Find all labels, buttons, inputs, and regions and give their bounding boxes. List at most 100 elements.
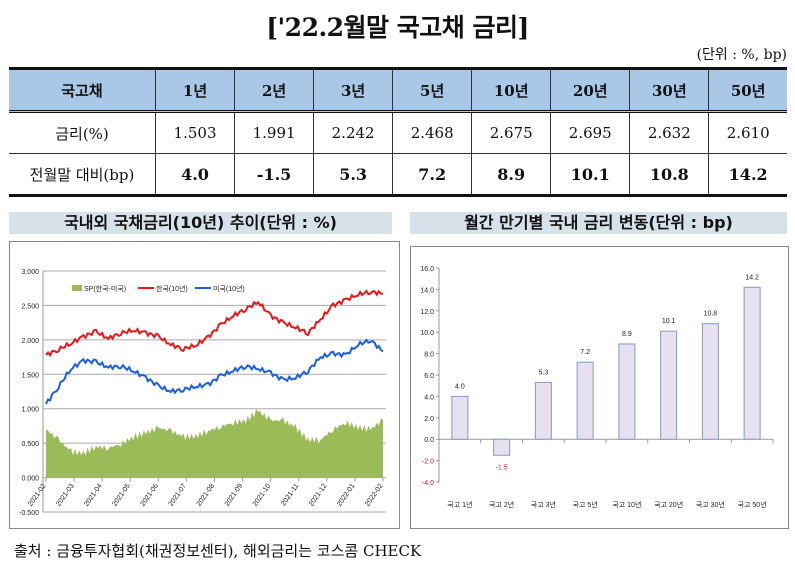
table-cell: 2.675 — [471, 111, 551, 154]
table-cell: 5.3 — [313, 153, 393, 197]
us-line — [45, 338, 384, 405]
x-tick-label: 2022-01 — [336, 483, 357, 508]
header-cell: 30년 — [629, 67, 709, 113]
header-cell: 20년 — [550, 67, 630, 113]
y-tick-label: 10.0 — [420, 330, 434, 337]
table-row-change: 전월말 대비(bp) 4.0 -1.5 5.3 7.2 8.9 10.1 10.… — [9, 153, 787, 197]
y-tick-label: 1.500 — [21, 372, 39, 379]
x-category-label: 국고 20년 — [654, 500, 683, 509]
x-tick-label: 2021-04 — [83, 483, 104, 508]
table-cell: 2.632 — [629, 111, 709, 154]
right-panel-title: 월간 만기별 국내 금리 변동(단위 : bp) — [410, 212, 787, 234]
data-label: 10.8 — [704, 311, 718, 318]
x-tick-label: 2021-10 — [252, 483, 273, 508]
header-cell: 50년 — [708, 67, 787, 113]
unit-label: (단위 : %, bp) — [696, 47, 787, 63]
y-tick-label: -0.500 — [19, 510, 39, 517]
bar — [493, 438, 511, 456]
y-tick-label: 16.0 — [420, 266, 434, 273]
y-tick-label: 14.0 — [420, 287, 434, 294]
y-tick-label: 3.000 — [21, 269, 39, 276]
header-cell: 5년 — [392, 67, 472, 113]
x-tick-label: 2021-07 — [168, 483, 189, 508]
x-tick-label: 2021-06 — [139, 483, 160, 508]
y-tick-label: 12.0 — [420, 309, 434, 316]
table-cell: 1.991 — [234, 111, 314, 154]
y-tick-label: -4.0 — [422, 480, 434, 487]
table-row-rate: 금리(%) 1.503 1.991 2.242 2.468 2.675 2.69… — [9, 111, 787, 154]
data-label: 10.1 — [662, 318, 676, 325]
y-tick-label: 2.0 — [424, 416, 434, 423]
y-tick-label: 2.500 — [21, 303, 39, 310]
x-tick-label: 2021-12 — [308, 483, 329, 508]
spread-area — [46, 409, 383, 478]
data-label: 7.2 — [580, 349, 590, 356]
table-cell: -1.5 — [234, 153, 314, 197]
data-label: 8.9 — [622, 331, 632, 338]
x-category-label: 국고 2년 — [489, 500, 514, 509]
korea-line — [45, 289, 384, 358]
bar — [701, 323, 719, 440]
row-label: 금리(%) — [9, 111, 156, 154]
legend-label: 한국(10년) — [156, 284, 188, 293]
table-cell: 14.2 — [708, 153, 787, 197]
table-cell: 2.468 — [392, 111, 472, 154]
bar — [534, 381, 552, 440]
y-tick-label: 8.0 — [424, 352, 434, 359]
bar-chart-panel: -4.0 -2.0 0.0 2.0 4.0 6.0 8.0 10.0 12.0 14.0 16.0 4… — [410, 246, 789, 529]
y-tick-label: -2.0 — [422, 459, 434, 466]
y-tick-label: 2.000 — [21, 338, 39, 345]
table-header-row: 국고채 1년 2년 3년 5년 10년 20년 30년 50년 — [9, 67, 787, 113]
table-cell: 2.610 — [708, 111, 787, 154]
header-cell: 3년 — [313, 67, 393, 113]
x-category-label: 국고 3년 — [531, 500, 556, 509]
x-tick-label: 2021-02 — [27, 483, 48, 508]
bar — [618, 343, 636, 440]
x-tick-label: 2022-02 — [364, 483, 385, 508]
x-category-label: 국고 30년 — [696, 500, 725, 509]
x-tick-label: 2021-03 — [55, 483, 76, 508]
y-tick-label: 4.0 — [424, 394, 434, 401]
data-label: 14.2 — [745, 274, 759, 281]
header-cell: 국고채 — [9, 67, 156, 113]
line-chart-panel: -0.500 0.000 0.500 1.000 1.500 2.000 2.500 3.00… — [9, 241, 400, 529]
table-cell: 10.1 — [550, 153, 630, 197]
table-cell: 7.2 — [392, 153, 472, 197]
row-label: 전월말 대비(bp) — [9, 153, 156, 197]
x-category-label: 국고 1년 — [447, 500, 472, 509]
x-tick-label: 2021-05 — [111, 483, 132, 508]
bar — [660, 330, 678, 440]
table-cell: 2.695 — [550, 111, 630, 154]
y-tick-label: 0.500 — [21, 441, 39, 448]
x-category-label: 국고 5년 — [573, 500, 598, 509]
legend-label: SP(한국-미국) — [84, 284, 126, 293]
y-tick-label: 6.0 — [424, 373, 434, 380]
x-category-label: 국고 10년 — [612, 500, 641, 509]
line-chart: -0.500 0.000 0.500 1.000 1.500 2.000 2.500 3.00… — [19, 269, 386, 517]
bar — [451, 395, 469, 440]
page-title: ['22.2월말 국고채 금리] — [266, 13, 529, 42]
legend-spread-swatch — [72, 285, 82, 291]
table-cell: 8.9 — [471, 153, 551, 197]
bar — [743, 286, 761, 440]
source-note: 출처 : 금융투자협회(채권정보센터), 해외금리는 코스콤 CHECK — [14, 542, 422, 560]
rates-table: 국고채 1년 2년 3년 5년 10년 20년 30년 50년 금리(%) 1.… — [9, 67, 787, 197]
x-tick-label: 2021-11 — [280, 483, 300, 508]
x-category-label: 국고 50년 — [738, 500, 767, 509]
data-label: 5.3 — [539, 369, 549, 376]
table-cell: 4.0 — [154, 153, 235, 197]
x-tick-label: 2021-08 — [196, 483, 217, 508]
table-cell: 1.503 — [154, 111, 235, 154]
bar — [576, 361, 594, 440]
table-cell: 10.8 — [629, 153, 709, 197]
left-panel-title: 국내외 국채금리(10년) 추이(단위 : %) — [9, 212, 392, 234]
y-tick-label: 0.000 — [21, 476, 39, 483]
legend-label: 미국(10년) — [213, 284, 245, 293]
data-label: -1.5 — [496, 464, 508, 471]
x-tick-label: 2021-09 — [224, 483, 245, 508]
y-tick-label: 0.0 — [424, 437, 434, 444]
header-cell: 10년 — [471, 67, 551, 113]
header-cell: 2년 — [234, 67, 314, 113]
bar-chart: -4.0 -2.0 0.0 2.0 4.0 6.0 8.0 10.0 12.0 14.0 16.0 4… — [420, 266, 774, 509]
data-label: 4.0 — [455, 383, 465, 390]
